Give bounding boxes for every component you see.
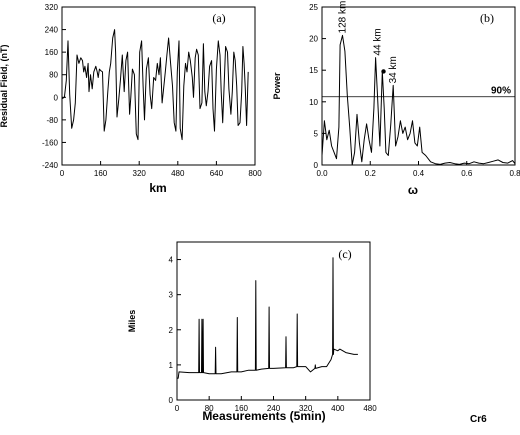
x-tick-label-a: 480: [171, 169, 185, 178]
x-tick-label-c: 240: [267, 404, 281, 413]
y-tick-label-b: 25: [309, 3, 318, 12]
x-tick-label-b: 0.2: [365, 169, 377, 178]
series-line-a: [61, 29, 249, 141]
x-tick-label-a: 800: [248, 169, 262, 178]
x-tick-label-c: 80: [205, 404, 214, 413]
y-tick-label-a: -240: [42, 161, 59, 170]
y-tick-label-b: 15: [309, 66, 318, 75]
plot-frame-c: [176, 241, 371, 401]
y-tick-label-a: 160: [45, 48, 59, 57]
x-tick-label-b: 0.8: [509, 169, 520, 178]
peak-annotation: 128 km: [338, 1, 349, 34]
x-tick-label-b: 0.6: [461, 169, 473, 178]
figure-label: Cr6: [470, 414, 487, 425]
x-tick-label-c: 320: [299, 404, 313, 413]
panel-label-b: (b): [480, 11, 494, 25]
x-tick-label-a: 0: [60, 169, 65, 178]
y-tick-label-c: 2: [169, 326, 174, 335]
y-tick-label-b: 10: [309, 98, 318, 107]
y-tick-label-a: 0: [54, 93, 59, 102]
x-tick-label-c: 480: [363, 404, 377, 413]
peak-marker: [381, 69, 386, 74]
plot-frame-a: [61, 6, 256, 166]
series-line-b: [321, 34, 516, 166]
y-tick-label-c: 1: [169, 361, 174, 370]
y-tick-label-c: 3: [169, 291, 174, 300]
x-axis-label-b: ω: [408, 183, 418, 197]
x-tick-label-a: 640: [210, 169, 224, 178]
y-tick-label-a: -160: [42, 138, 59, 147]
panel-a: 0 160 320 480 640 800 -240 -160 -80 0 80 160 240 320 (…: [0, 3, 262, 195]
x-axis-label-c: Measurements (5min): [202, 409, 325, 423]
y-tick-label-a: 80: [49, 71, 58, 80]
x-tick-label-a: 320: [133, 169, 147, 178]
peak-annotation: 44 km: [372, 28, 383, 55]
panel-c: 0 80 160 240 320 400 480 0 1 2 3 4 (c) Measurements (…: [127, 241, 377, 423]
y-axis-label-c: Miles: [127, 310, 137, 333]
x-tick-label-b: 0.0: [316, 169, 328, 178]
y-tick-label-b: 20: [309, 35, 318, 44]
x-axis-label-a: km: [149, 181, 166, 195]
x-tick-label-c: 400: [331, 404, 345, 413]
y-tick-label-a: -80: [46, 116, 58, 125]
panel-label-a: (a): [212, 11, 225, 25]
y-tick-label-a: 320: [45, 3, 59, 12]
y-axis-label-b: Power: [272, 72, 282, 100]
y-tick-label-b: 0: [314, 161, 319, 170]
x-tick-label-c: 0: [175, 404, 180, 413]
panel-label-c: (c): [338, 247, 351, 261]
y-tick-label-a: 240: [45, 26, 59, 35]
x-tick-label-c: 160: [235, 404, 249, 413]
y-tick-label-c: 4: [169, 256, 174, 265]
threshold-label: 90%: [491, 86, 511, 97]
x-tick-label-b: 0.4: [413, 169, 425, 178]
series-line-c: [177, 257, 358, 379]
panel-b: 0.0 0.2 0.4 0.6 0.8 0 5 10 15 20 25 90% 128 km 44 km 3…: [272, 1, 520, 197]
peak-annotation: 34 km: [388, 56, 399, 83]
y-tick-label-b: 5: [314, 129, 319, 138]
y-tick-label-c: 0: [169, 396, 174, 405]
y-axis-label-a: Residual Field, (nT): [0, 44, 9, 127]
x-tick-label-a: 160: [94, 169, 108, 178]
